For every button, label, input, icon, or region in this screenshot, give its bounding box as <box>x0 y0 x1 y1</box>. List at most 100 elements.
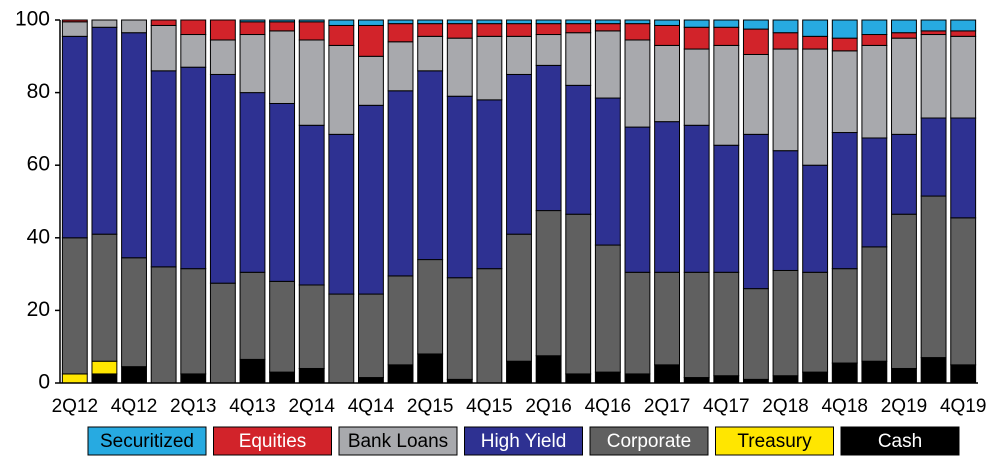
bar-segment <box>742 133 769 290</box>
bar-segment <box>150 24 177 72</box>
bar-segment <box>772 269 799 377</box>
bar-segment <box>298 39 325 126</box>
bar-segment <box>594 371 621 384</box>
bar-segment <box>446 37 473 97</box>
bar-segment <box>91 19 118 28</box>
bar-segment <box>446 23 473 39</box>
bar-segment <box>624 271 651 375</box>
bar-segment <box>950 217 977 366</box>
bar-segment <box>180 19 207 36</box>
bar-segment <box>357 104 384 295</box>
bar-segment <box>772 48 799 152</box>
x-tick-label: 4Q16 <box>585 396 631 417</box>
bar-segment <box>861 360 888 384</box>
x-tick-label: 4Q17 <box>703 396 749 417</box>
legend-label: Equities <box>239 431 307 452</box>
bar-segment <box>91 373 118 384</box>
bar-segment <box>61 35 88 239</box>
bar-segment <box>920 117 947 197</box>
bar-segment <box>180 268 207 375</box>
bar-segment <box>387 364 414 384</box>
bar-segment <box>624 23 651 41</box>
bar-segment <box>269 19 296 23</box>
bar-segment <box>298 124 325 286</box>
bar-segment <box>476 23 503 37</box>
x-tick-label: 2Q19 <box>881 396 927 417</box>
bar-segment <box>357 293 384 379</box>
bar-segment <box>446 95 473 279</box>
bar-segment <box>920 195 947 359</box>
legend-swatch <box>840 426 960 456</box>
bar-segment <box>298 284 325 369</box>
bar-segment <box>506 360 532 384</box>
bar-segment <box>298 19 325 23</box>
bar-segment <box>920 30 947 36</box>
bar-segment <box>950 117 977 219</box>
bar-segment <box>891 213 917 369</box>
bar-segment <box>121 366 147 384</box>
bar-segment <box>565 23 592 34</box>
bar-segment <box>713 26 740 46</box>
bar-segment <box>624 126 651 273</box>
bar-segment <box>831 37 858 52</box>
bar-segment <box>61 373 88 384</box>
y-tick-label: 40 <box>27 225 50 248</box>
bar-segment <box>121 32 147 259</box>
bar-segment <box>950 35 977 119</box>
bar-segment <box>121 257 147 368</box>
y-tick-label: 60 <box>27 153 50 176</box>
bar-segment <box>713 271 740 377</box>
bar-segment <box>387 41 414 92</box>
bar-segment <box>594 30 621 99</box>
bar-segment <box>624 19 651 25</box>
bar-segment <box>713 375 740 384</box>
bar-segment <box>150 19 177 26</box>
bar-segment <box>891 37 917 135</box>
bar-segment <box>654 24 681 46</box>
bar-segment <box>742 19 769 30</box>
bar-segment <box>91 233 118 362</box>
bar-segment <box>950 364 977 384</box>
bar-segment <box>209 73 236 284</box>
bar-segment <box>565 19 592 25</box>
bar-segment <box>772 375 799 384</box>
bar-segment <box>387 19 414 25</box>
bar-segment <box>328 19 355 26</box>
bar-segment <box>950 30 977 37</box>
bar-segment <box>476 19 503 25</box>
bar-segment <box>269 21 296 32</box>
bar-segment <box>357 377 384 384</box>
bar-segment <box>891 367 917 384</box>
bar-segment <box>624 373 651 384</box>
bar-segment <box>891 133 917 215</box>
bar-segment <box>357 55 384 106</box>
bar-segment <box>506 19 532 25</box>
bar-segment <box>269 280 296 373</box>
bar-segment <box>654 364 681 384</box>
bar-segment <box>891 19 917 34</box>
bar-segment <box>417 353 444 384</box>
bar-segment <box>772 150 799 271</box>
bar-segment <box>802 35 829 50</box>
bar-segment <box>446 277 473 380</box>
bar-segment <box>239 358 266 384</box>
legend-swatch <box>715 426 834 456</box>
bar-segment <box>506 35 532 75</box>
bar-segment <box>594 244 621 373</box>
legend-item: Equities <box>213 426 332 456</box>
legend-label: Treasury <box>737 431 812 452</box>
x-tick-label: 2Q18 <box>762 396 808 417</box>
bar-segment <box>861 19 888 36</box>
bar-segment <box>950 19 977 32</box>
x-tick-label: 4Q13 <box>229 396 275 417</box>
legend-label: Cash <box>878 431 922 452</box>
bar-segment <box>476 268 503 384</box>
bar-segment <box>506 73 532 235</box>
bar-segment <box>772 32 799 50</box>
bar-segment <box>831 132 858 270</box>
legend-swatch <box>87 426 207 456</box>
bar-segment <box>742 288 769 380</box>
bar-segment <box>683 19 710 28</box>
bar-segment <box>683 48 710 126</box>
legend-label: Bank Loans <box>348 431 448 452</box>
